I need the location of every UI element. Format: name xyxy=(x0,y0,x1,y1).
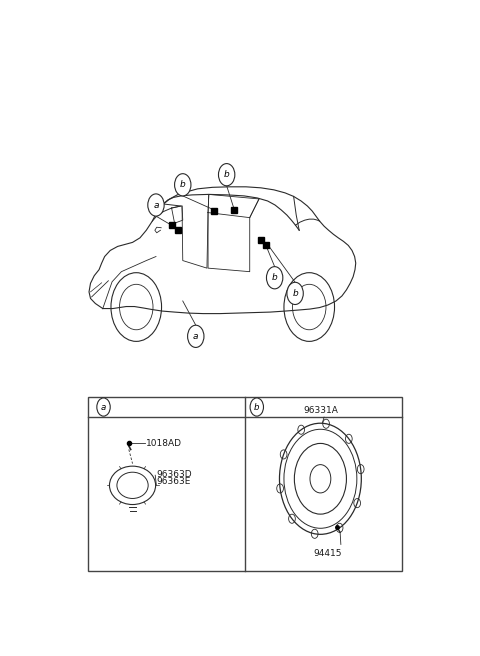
Circle shape xyxy=(175,174,191,196)
Circle shape xyxy=(266,266,283,289)
Text: b: b xyxy=(224,170,229,179)
Text: b: b xyxy=(272,274,277,282)
Text: a: a xyxy=(153,201,159,209)
Text: 94415: 94415 xyxy=(313,550,342,558)
Bar xyxy=(88,397,402,571)
Text: 96331A: 96331A xyxy=(303,405,338,415)
Circle shape xyxy=(287,282,303,304)
Text: 96363D: 96363D xyxy=(156,470,192,479)
Text: a: a xyxy=(193,332,199,341)
Circle shape xyxy=(218,163,235,186)
Text: a: a xyxy=(101,403,106,411)
Text: 96363E: 96363E xyxy=(156,478,191,486)
Circle shape xyxy=(188,325,204,348)
Text: b: b xyxy=(292,289,298,298)
Circle shape xyxy=(250,398,264,416)
Text: 1018AD: 1018AD xyxy=(145,439,181,448)
Circle shape xyxy=(97,398,110,416)
Text: b: b xyxy=(254,403,260,411)
Text: b: b xyxy=(180,180,186,190)
Circle shape xyxy=(148,194,164,216)
